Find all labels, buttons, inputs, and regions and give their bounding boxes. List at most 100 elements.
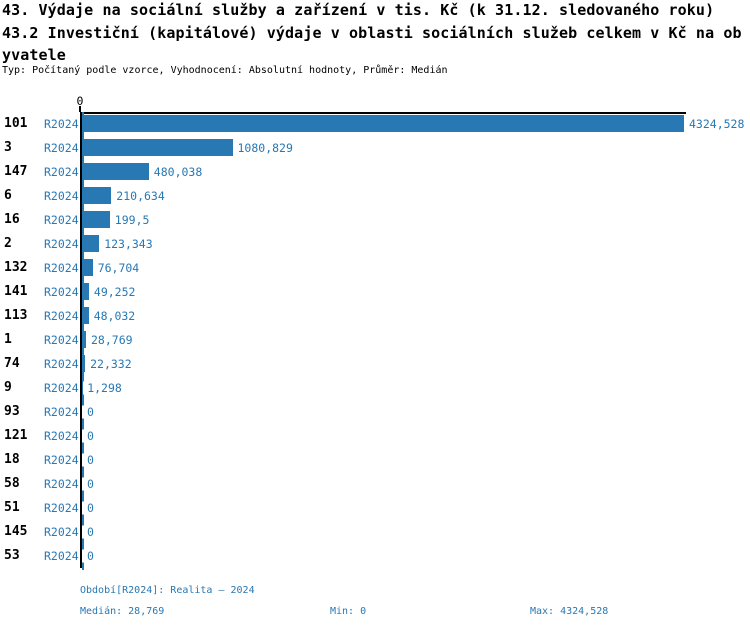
bar-value-label: 49,252 — [93, 285, 136, 299]
bar-chart-rows: 101 R2024 4324,528 3 R2024 1080,829 147 R2024 48… — [0, 112, 750, 568]
bar-value-label: 210,634 — [116, 189, 165, 203]
bar-value-label: 4324,528 — [689, 117, 745, 131]
row-category-label: 2 — [4, 236, 12, 251]
row-category-label: 132 — [4, 260, 28, 275]
chart-row: 2 R2024 123,343 — [0, 232, 750, 256]
chart-row: 147 R2024 480,038 — [0, 160, 750, 184]
bar-value-label: 76,704 — [97, 261, 140, 275]
chart-row: 145 R2024 0 — [0, 520, 750, 544]
bar-value-label: 22,332 — [90, 357, 132, 371]
bar-value-label: 199,5 — [114, 213, 150, 227]
row-category-label: 145 — [4, 524, 28, 539]
row-category-label: 113 — [4, 308, 28, 323]
chart-row: 121 R2024 0 — [0, 424, 750, 448]
bar-value-label: 0 — [87, 405, 94, 419]
row-series-label: R2024 — [44, 261, 79, 275]
row-category-label: 121 — [4, 428, 28, 443]
bar-value-label: 0 — [87, 429, 94, 443]
bar-value-label: 123,343 — [104, 237, 153, 251]
row-category-label: 6 — [4, 188, 12, 203]
row-series-label: R2024 — [44, 285, 79, 299]
row-category-label: 18 — [4, 452, 20, 467]
row-category-label: 1 — [4, 332, 12, 347]
chart-row: 3 R2024 1080,829 — [0, 136, 750, 160]
footer-period-label: Období[R2024]: Realita – 2024 — [80, 585, 255, 596]
row-category-label: 9 — [4, 380, 12, 395]
row-category-label: 3 — [4, 140, 12, 155]
row-category-label: 93 — [4, 404, 20, 419]
bar — [82, 331, 86, 348]
chart-row: 74 R2024 22,332 — [0, 352, 750, 376]
chart-row: 6 R2024 210,634 — [0, 184, 750, 208]
bar-value-label: 48,032 — [93, 309, 136, 323]
bar-value-label: 480,038 — [153, 165, 203, 179]
bar — [82, 307, 89, 324]
row-series-label: R2024 — [44, 333, 79, 347]
row-series-label: R2024 — [44, 405, 79, 419]
chart-title-line2: 43.2 Investiční (kapitálové) výdaje v ob… — [2, 24, 742, 42]
bar-value-label: 0 — [87, 549, 94, 563]
chart-row: 53 R2024 0 — [0, 544, 750, 568]
chart-row: 101 R2024 4324,528 — [0, 112, 750, 136]
bar — [82, 355, 86, 372]
chart-row: 141 R2024 49,252 — [0, 280, 750, 304]
row-category-label: 101 — [4, 116, 28, 131]
row-series-label: R2024 — [44, 501, 79, 515]
bar-value-label: 1,298 — [87, 381, 122, 395]
row-series-label: R2024 — [44, 381, 79, 395]
chart-title-line3: yvatele — [2, 46, 66, 64]
row-series-label: R2024 — [44, 549, 79, 563]
bar-value-label: 28,769 — [91, 333, 133, 347]
x-axis-zero-tick-mark — [79, 106, 81, 112]
y-axis-line — [80, 112, 82, 568]
bar — [82, 187, 112, 204]
footer-median-label: Medián: 28,769 — [80, 606, 165, 617]
row-series-label: R2024 — [44, 429, 79, 443]
bar — [82, 163, 149, 180]
bar-value-label: 0 — [87, 501, 94, 515]
chart-row: 58 R2024 0 — [0, 472, 750, 496]
plot-top-border — [80, 112, 686, 114]
chart-title-line1: 43. Výdaje na sociální služby a zařízení… — [2, 1, 715, 19]
row-series-label: R2024 — [44, 237, 79, 251]
bar — [82, 283, 89, 300]
row-category-label: 58 — [4, 476, 20, 491]
row-category-label: 147 — [4, 164, 28, 179]
chart-meta-line: Typ: Počítaný podle vzorce, Vyhodnocení:… — [2, 65, 448, 76]
x-axis-zero-tick-label: 0 — [76, 94, 84, 108]
bar-value-label: 0 — [87, 525, 94, 539]
bar — [82, 115, 684, 132]
row-series-label: R2024 — [44, 477, 79, 491]
chart-row: 16 R2024 199,5 — [0, 208, 750, 232]
bar-value-label: 0 — [87, 453, 94, 467]
row-category-label: 51 — [4, 500, 20, 515]
row-series-label: R2024 — [44, 213, 79, 227]
row-category-label: 16 — [4, 212, 20, 227]
chart-row: 93 R2024 0 — [0, 400, 750, 424]
chart-row: 1 R2024 28,769 — [0, 328, 750, 352]
chart-row: 51 R2024 0 — [0, 496, 750, 520]
footer-min-label: Min: 0 — [330, 606, 367, 617]
chart-row: 18 R2024 0 — [0, 448, 750, 472]
row-series-label: R2024 — [44, 357, 79, 371]
row-category-label: 141 — [4, 284, 28, 299]
bar — [82, 259, 93, 276]
row-series-label: R2024 — [44, 117, 79, 131]
row-series-label: R2024 — [44, 453, 79, 467]
row-series-label: R2024 — [44, 141, 79, 155]
chart-row: 132 R2024 76,704 — [0, 256, 750, 280]
chart-row: 9 R2024 1,298 — [0, 376, 750, 400]
row-category-label: 53 — [4, 548, 20, 563]
row-series-label: R2024 — [44, 189, 79, 203]
chart-row: 113 R2024 48,032 — [0, 304, 750, 328]
footer-max-label: Max: 4324,528 — [530, 606, 609, 617]
bar-value-label: 1080,829 — [237, 141, 293, 155]
row-series-label: R2024 — [44, 525, 79, 539]
row-category-label: 74 — [4, 356, 20, 371]
bar — [82, 139, 233, 156]
bar — [82, 211, 110, 228]
row-series-label: R2024 — [44, 309, 79, 323]
bar-value-label: 0 — [87, 477, 94, 491]
row-series-label: R2024 — [44, 165, 79, 179]
bar — [82, 235, 100, 252]
